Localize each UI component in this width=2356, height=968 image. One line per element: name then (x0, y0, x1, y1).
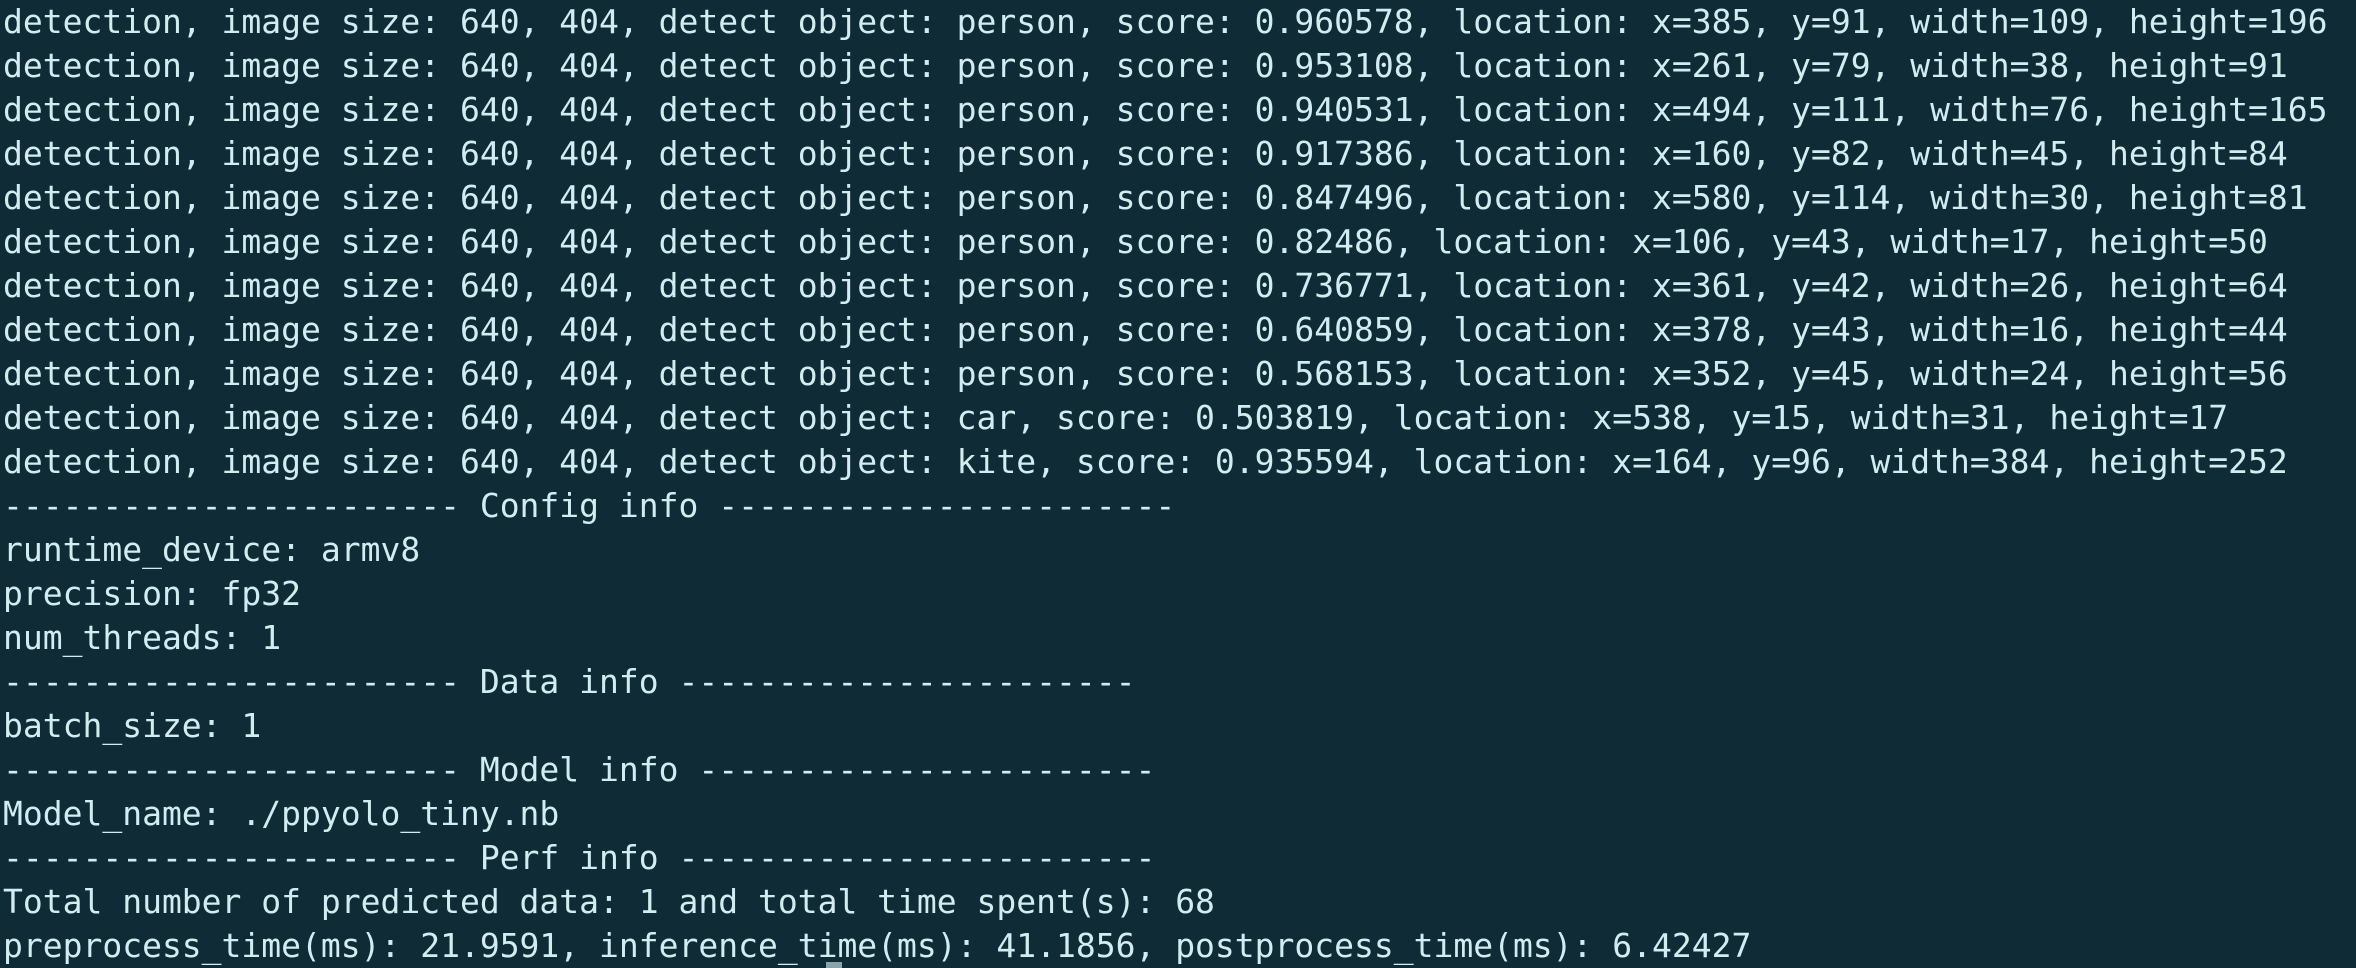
terminal-line: detection, image size: 640, 404, detect … (3, 442, 2288, 481)
terminal-line: ----------------------- Perf info ------… (3, 838, 1156, 877)
terminal-line: detection, image size: 640, 404, detect … (3, 398, 2229, 437)
terminal-line: detection, image size: 640, 404, detect … (3, 178, 2308, 217)
terminal-line: detection, image size: 640, 404, detect … (3, 2, 2328, 41)
terminal-line: detection, image size: 640, 404, detect … (3, 222, 2268, 261)
terminal-line: runtime_device: armv8 (3, 530, 421, 569)
terminal-output: detection, image size: 640, 404, detect … (3, 0, 2328, 968)
terminal-line: precision: fp32 (3, 574, 302, 613)
terminal-line: ----------------------- Config info ----… (3, 486, 1176, 525)
terminal-line: preprocess_time(ms): 21.9591, inference_… (3, 926, 1752, 965)
terminal-line: batch_size: 1 (3, 706, 262, 745)
terminal-line: ----------------------- Data info ------… (3, 662, 1136, 701)
terminal-line: Model_name: ./ppyolo_tiny.nb (3, 794, 560, 833)
terminal-line: detection, image size: 640, 404, detect … (3, 46, 2288, 85)
terminal-line: Total number of predicted data: 1 and to… (3, 882, 1215, 921)
terminal-line: detection, image size: 640, 404, detect … (3, 90, 2328, 129)
terminal-line: num_threads: 1 (3, 618, 282, 657)
terminal-line: detection, image size: 640, 404, detect … (3, 354, 2288, 393)
terminal-line: detection, image size: 640, 404, detect … (3, 310, 2288, 349)
terminal-cursor (826, 962, 842, 968)
terminal-line: detection, image size: 640, 404, detect … (3, 134, 2288, 173)
terminal-line: detection, image size: 640, 404, detect … (3, 266, 2288, 305)
terminal-line: ----------------------- Model info -----… (3, 750, 1156, 789)
